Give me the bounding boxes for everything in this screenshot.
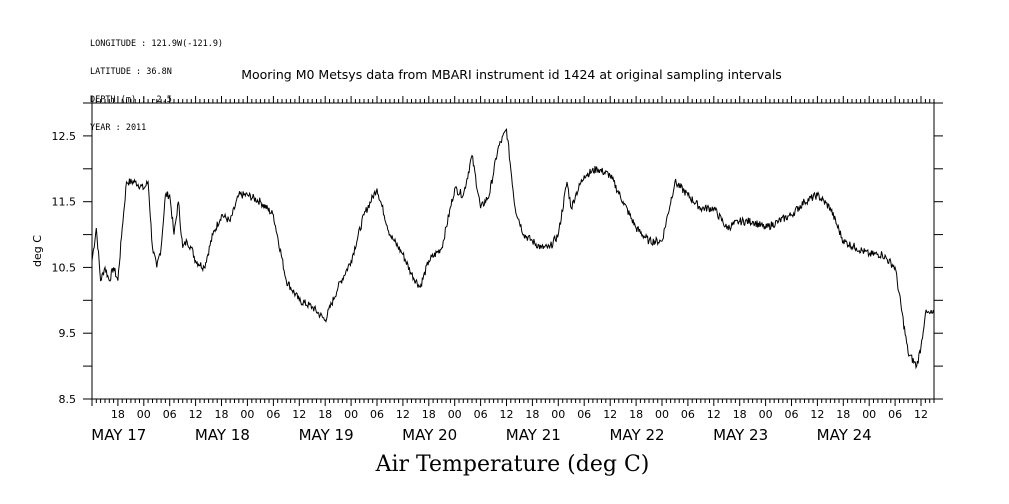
x-tick-label: 18 — [629, 408, 643, 421]
x-tick-label: 18 — [733, 408, 747, 421]
x-tick-label: 00 — [240, 408, 254, 421]
x-tick-label: 06 — [785, 408, 799, 421]
location-metadata: LONGITUDE : 121.9W(-121.9) LATITUDE : 36… — [90, 21, 223, 143]
y-tick-label: 8.5 — [59, 393, 77, 406]
y-tick-label: 9.5 — [59, 327, 77, 340]
x-tick-label: 00 — [137, 408, 151, 421]
x-tick-label: 00 — [759, 408, 773, 421]
x-tick-label: 18 — [836, 408, 850, 421]
year-label: YEAR : 2011 — [90, 123, 147, 134]
x-tick-label: 18 — [111, 408, 125, 421]
y-tick-label: 12.5 — [52, 130, 77, 143]
day-label: MAY 19 — [299, 426, 354, 444]
x-axis-title: Air Temperature (deg C) — [375, 452, 650, 477]
x-tick-label: 06 — [266, 408, 280, 421]
x-tick-label: 12 — [810, 408, 824, 421]
day-label: MAY 17 — [91, 426, 146, 444]
day-label: MAY 21 — [506, 426, 561, 444]
x-tick-label: 18 — [525, 408, 539, 421]
x-tick-label: 18 — [318, 408, 332, 421]
x-tick-label: 12 — [292, 408, 306, 421]
x-tick-label: 12 — [189, 408, 203, 421]
x-tick-label: 00 — [655, 408, 669, 421]
plot-frame — [91, 102, 935, 400]
x-tick-label: 12 — [707, 408, 721, 421]
x-tick-label: 12 — [914, 408, 928, 421]
x-tick-label: 00 — [551, 408, 565, 421]
x-tick-label: 06 — [577, 408, 591, 421]
longitude-label: LONGITUDE : 121.9W(-121.9) — [90, 38, 224, 49]
x-tick-label: 06 — [163, 408, 177, 421]
x-tick-label: 00 — [344, 408, 358, 421]
x-tick-label: 12 — [500, 408, 514, 421]
y-axis-label: deg C — [31, 235, 44, 267]
chart-title: Mooring M0 Metsys data from MBARI instru… — [241, 67, 782, 82]
x-tick-label: 06 — [888, 408, 902, 421]
x-tick-label: 00 — [862, 408, 876, 421]
day-label: MAY 23 — [713, 426, 768, 444]
x-tick-label: 12 — [396, 408, 410, 421]
x-tick-label: 06 — [681, 408, 695, 421]
day-label: MAY 24 — [817, 426, 872, 444]
y-tick-label: 11.5 — [52, 196, 77, 209]
day-label: MAY 18 — [195, 426, 250, 444]
x-tick-label: 06 — [474, 408, 488, 421]
day-label: MAY 22 — [609, 426, 664, 444]
x-tick-label: 18 — [215, 408, 229, 421]
latitude-label: LATITUDE : 36.8N — [90, 67, 172, 78]
x-tick-label: 18 — [422, 408, 436, 421]
series-line — [91, 127, 935, 370]
y-tick-label: 10.5 — [52, 261, 77, 274]
x-tick-label: 00 — [448, 408, 462, 421]
day-label: MAY 20 — [402, 426, 457, 444]
x-tick-label: 06 — [370, 408, 384, 421]
x-tick-label: 12 — [603, 408, 617, 421]
